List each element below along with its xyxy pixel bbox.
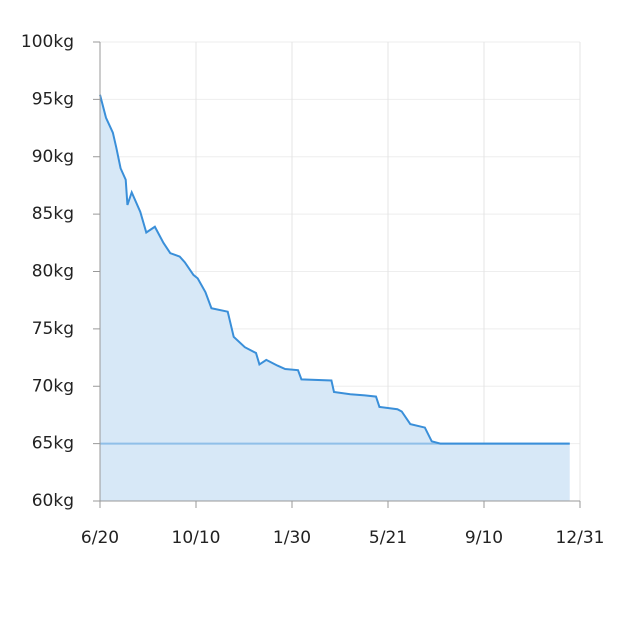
- y-tick-label: 70kg: [32, 376, 74, 396]
- x-tick-label: 1/30: [273, 528, 311, 548]
- x-tick-label: 10/10: [172, 528, 221, 548]
- y-tick-label: 100kg: [21, 32, 74, 52]
- area: [100, 94, 570, 501]
- x-tick-label: 12/31: [556, 528, 605, 548]
- x-tick-label: 6/20: [81, 528, 119, 548]
- x-tick-label: 9/10: [465, 528, 503, 548]
- x-tick-label: 5/21: [369, 528, 407, 548]
- y-tick-label: 75kg: [32, 319, 74, 339]
- y-tick-label: 60kg: [32, 491, 74, 511]
- y-tick-label: 95kg: [32, 89, 74, 109]
- y-tick-label: 80kg: [32, 262, 74, 282]
- y-tick-label: 85kg: [32, 204, 74, 224]
- line: [99, 94, 570, 445]
- y-tick-label: 65kg: [32, 434, 74, 454]
- y-tick-label: 90kg: [32, 147, 74, 167]
